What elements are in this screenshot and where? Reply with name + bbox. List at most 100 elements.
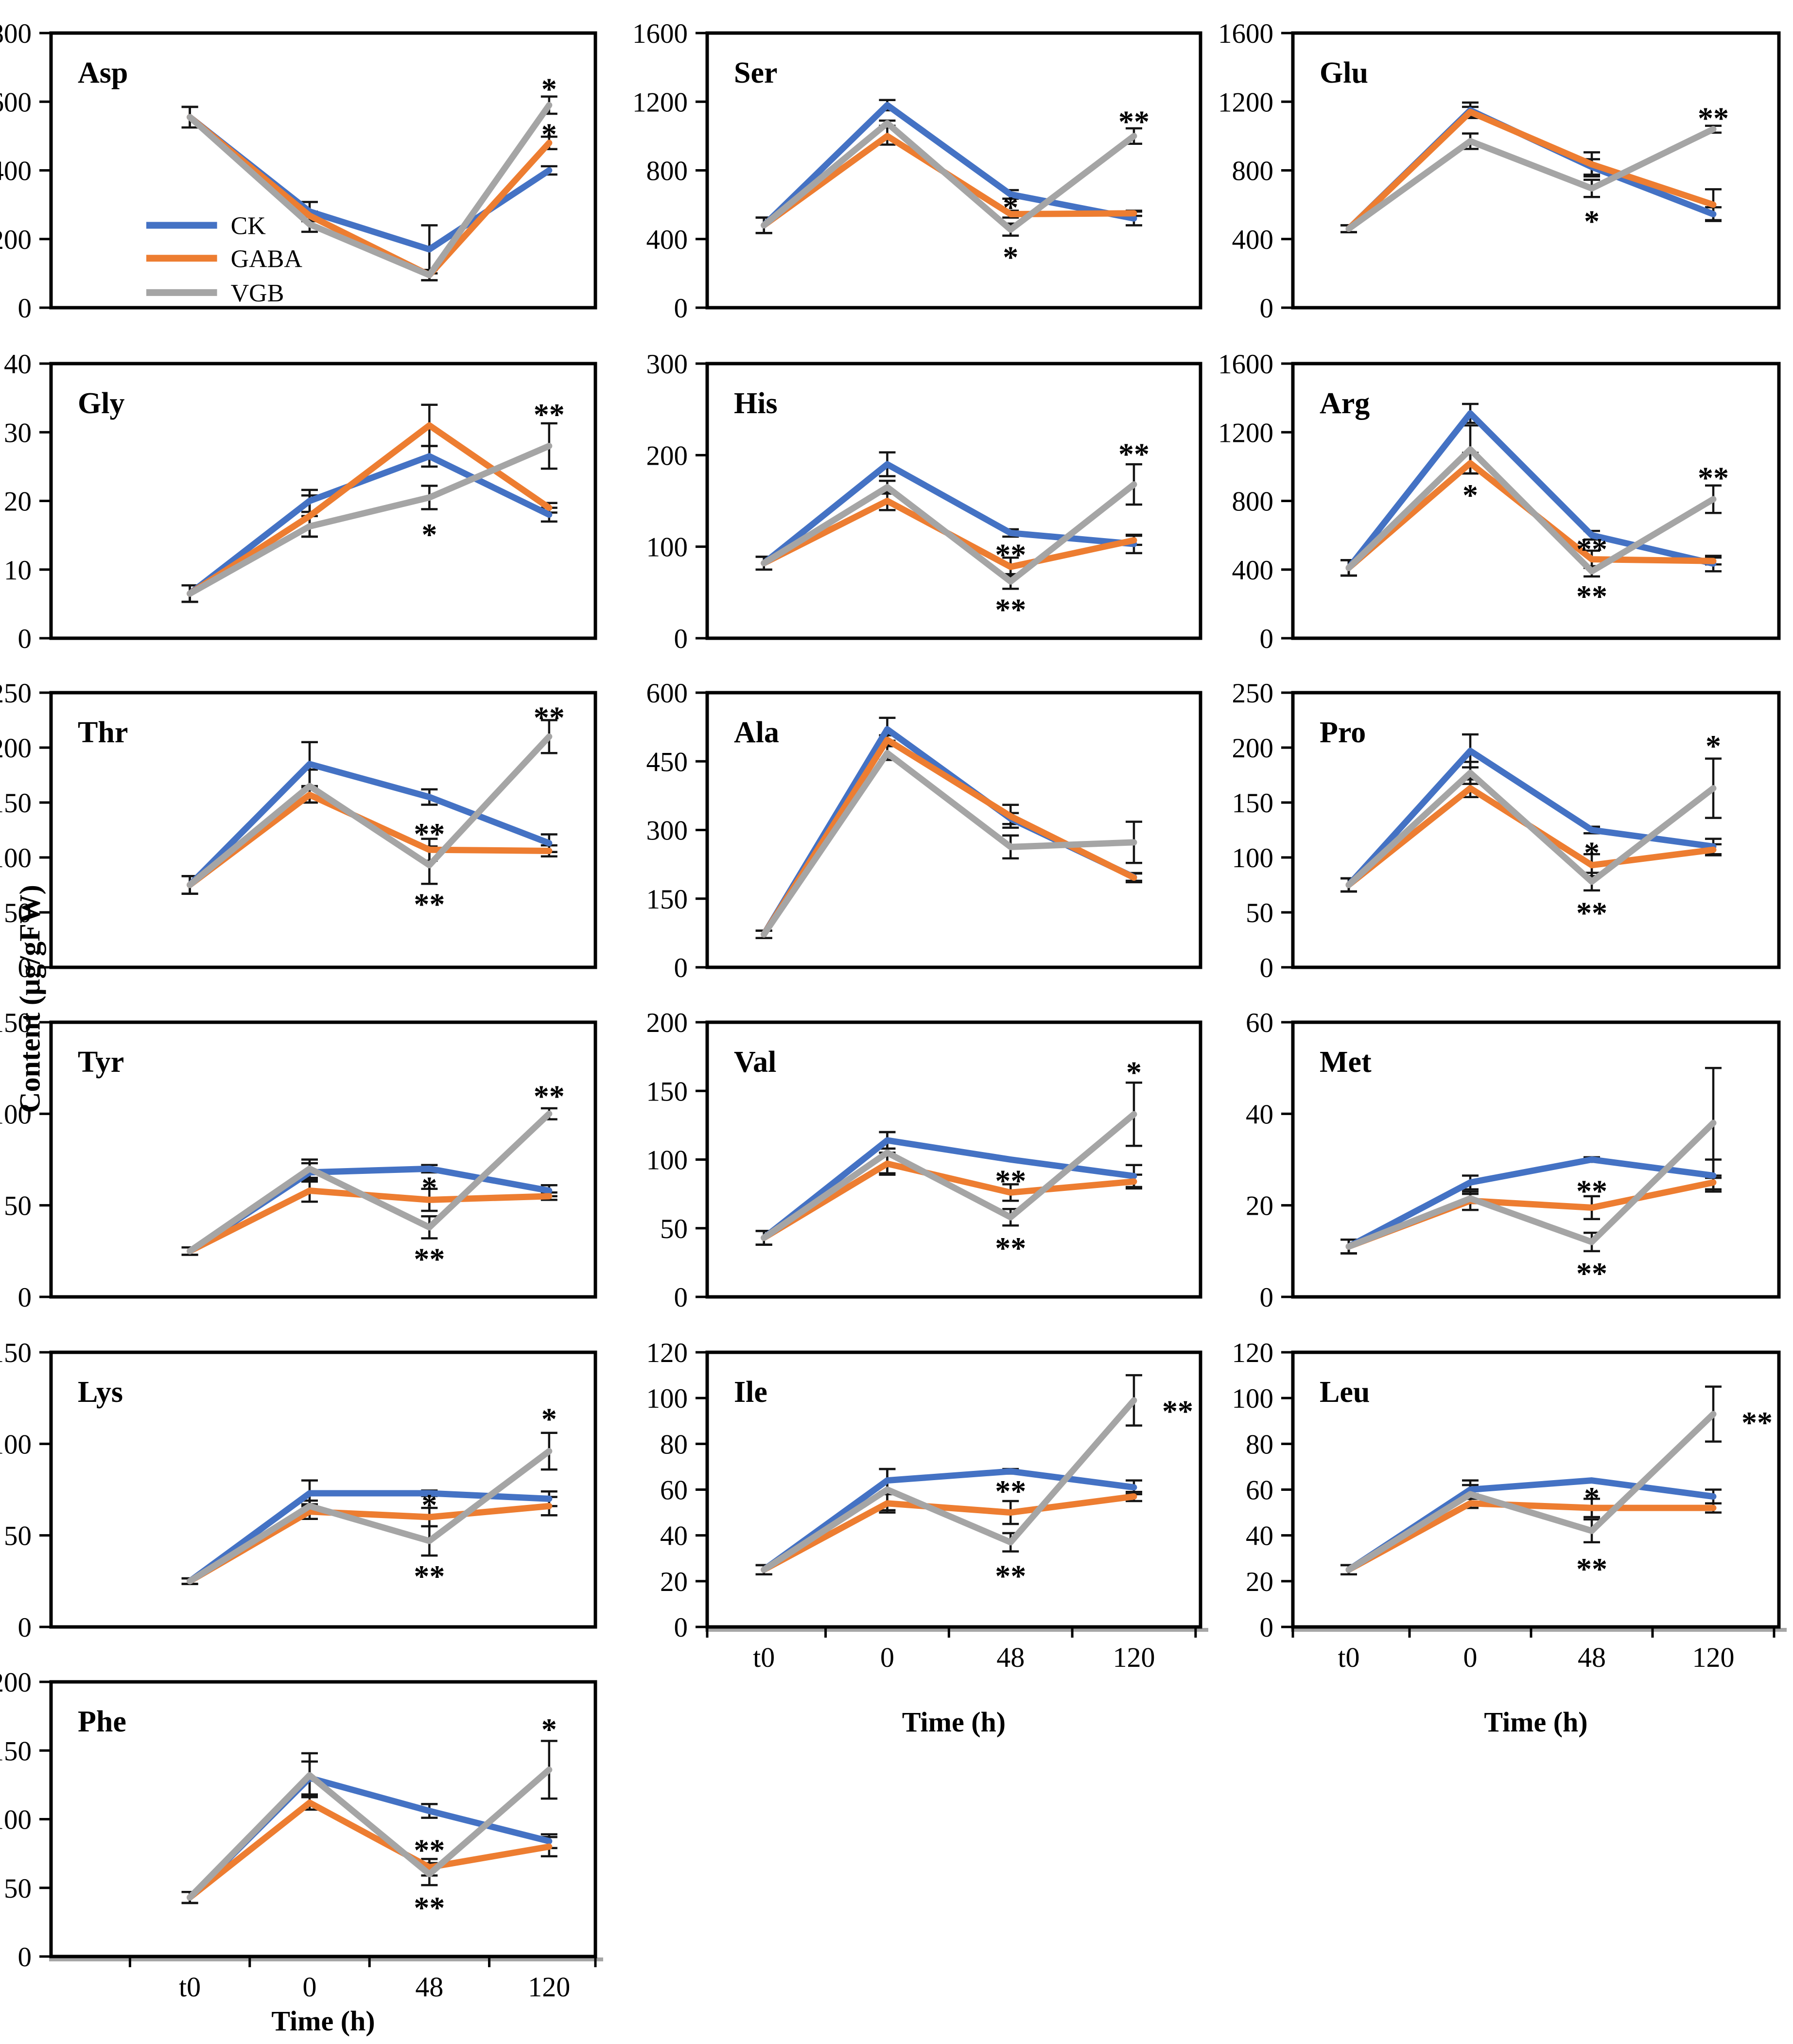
significance-marker: **	[534, 397, 565, 432]
series-line-GABA	[187, 114, 553, 279]
panel-phe: 050100150200t0048120Time (h)Phe*****	[0, 1667, 603, 2037]
series-line-VGB	[1345, 1119, 1717, 1250]
series-line-CK	[1345, 410, 1717, 571]
series-line-VGB	[761, 1397, 1137, 1573]
x-axis: t0 0 48 120 Time (h)	[705, 1627, 1208, 1738]
y-tick-label: 1200	[632, 87, 688, 118]
series-line-CK	[761, 726, 1137, 938]
y-tick-label: 150	[0, 1736, 32, 1766]
legend: CK GABA VGB	[146, 212, 302, 307]
y-tick-label: 100	[646, 1145, 688, 1176]
y-tick-label: 150	[0, 1008, 32, 1038]
significance-marker: **	[1576, 1173, 1607, 1208]
series-line-GABA	[761, 1493, 1137, 1573]
y-tick-label: 200	[1232, 733, 1274, 764]
x-axis: t0 0 48 120 Time (h)	[1291, 1627, 1787, 1738]
x-tick-label: 48	[1578, 1642, 1606, 1673]
legend-label-CK: CK	[231, 212, 266, 240]
y-tick-label: 40	[660, 1521, 688, 1552]
series-line-VGB	[1345, 446, 1717, 575]
significance-marker: **	[414, 1833, 445, 1867]
significance-marker: *	[541, 1401, 557, 1436]
error-bars	[1340, 733, 1722, 893]
series-line-GABA	[761, 1160, 1137, 1241]
y-tick-label: 60	[1246, 1475, 1273, 1506]
series-line-VGB	[761, 120, 1137, 233]
y-tick-label: 100	[0, 1805, 32, 1835]
y-axis: 0 20 40 60 80 100 120	[646, 1338, 707, 1643]
series-line-VGB	[187, 733, 553, 888]
panel-title: Ala	[734, 716, 779, 749]
y-tick-label: 0	[1260, 1282, 1274, 1313]
significance-marker: **	[995, 537, 1026, 572]
y-tick-label: 800	[1232, 156, 1274, 187]
significance-marker: *	[541, 1712, 557, 1747]
y-tick-label: 200	[0, 1667, 32, 1698]
panel-tyr: 050100150Tyr*****	[0, 1008, 597, 1313]
y-tick-label: 0	[1260, 1612, 1274, 1643]
y-tick-label: 600	[0, 87, 32, 118]
significance-marker: *	[1584, 835, 1600, 870]
panel-title: Arg	[1320, 387, 1370, 420]
panel-title: Val	[734, 1046, 776, 1079]
y-tick-label: 150	[1232, 788, 1274, 819]
y-tick-label: 250	[1232, 678, 1274, 709]
y-axis: 0 50 100 150	[0, 1008, 51, 1313]
y-axis: 0 50 100 150 200	[646, 1008, 707, 1313]
significance-marker: *	[1706, 729, 1721, 763]
y-tick-label: 0	[18, 293, 32, 324]
plot-box	[705, 1350, 1202, 1629]
y-tick-label: 800	[0, 18, 32, 49]
panel-title: Ile	[734, 1376, 767, 1409]
y-tick-label: 0	[674, 1282, 688, 1313]
series-line-VGB	[1345, 126, 1717, 232]
x-tick-label: 48	[415, 1971, 443, 2003]
significance-marker: **	[1162, 1394, 1193, 1428]
significance-marker: **	[1698, 101, 1729, 135]
plot-box	[705, 1020, 1202, 1299]
plot-box	[1291, 1350, 1781, 1629]
y-tick-label: 120	[646, 1338, 688, 1368]
series-line-CK	[187, 761, 553, 888]
plot-box	[705, 362, 1202, 640]
y-tick-label: 30	[4, 418, 32, 448]
significance-marker: **	[995, 1231, 1026, 1265]
y-tick-label: 20	[1246, 1567, 1273, 1597]
y-tick-label: 150	[646, 884, 688, 915]
plot-box	[1291, 362, 1781, 640]
y-tick-label: 300	[646, 816, 688, 846]
series-line-VGB	[187, 1448, 553, 1585]
y-tick-label: 0	[674, 293, 688, 324]
y-tick-label: 150	[646, 1076, 688, 1107]
significance-marker: **	[414, 887, 445, 922]
y-tick-label: 200	[646, 440, 688, 471]
y-axis: 0 400 800 1200 1600	[1218, 18, 1293, 324]
y-tick-label: 0	[674, 1612, 688, 1643]
y-tick-label: 60	[660, 1475, 688, 1506]
series-line-CK	[187, 453, 553, 597]
panel-title: Tyr	[78, 1046, 124, 1079]
significance-marker: *	[1584, 1481, 1600, 1515]
y-tick-label: 20	[4, 487, 32, 517]
series-line-CK	[187, 1490, 553, 1585]
series-line-CK	[187, 1165, 553, 1255]
y-axis: 0 10 20 30 40	[4, 349, 51, 654]
y-tick-label: 800	[1232, 487, 1274, 517]
significance-marker: **	[1576, 579, 1607, 613]
significance-marker: **	[414, 817, 445, 851]
y-tick-label: 80	[660, 1429, 688, 1460]
y-tick-label: 60	[1246, 1008, 1273, 1038]
panel-asp: 0 200 400 600 800 Asp * * CK GABA VGB	[0, 18, 597, 324]
series-line-CK	[1345, 748, 1717, 888]
panel-ala: 0 150 300 450 600 Ala	[646, 678, 1202, 983]
series-line-VGB	[761, 481, 1137, 585]
y-axis: 0 50 100 150 200 250	[1232, 678, 1293, 983]
y-tick-label: 100	[0, 1429, 32, 1460]
y-tick-label: 20	[1246, 1191, 1273, 1222]
significance-marker: *	[1126, 1055, 1142, 1089]
